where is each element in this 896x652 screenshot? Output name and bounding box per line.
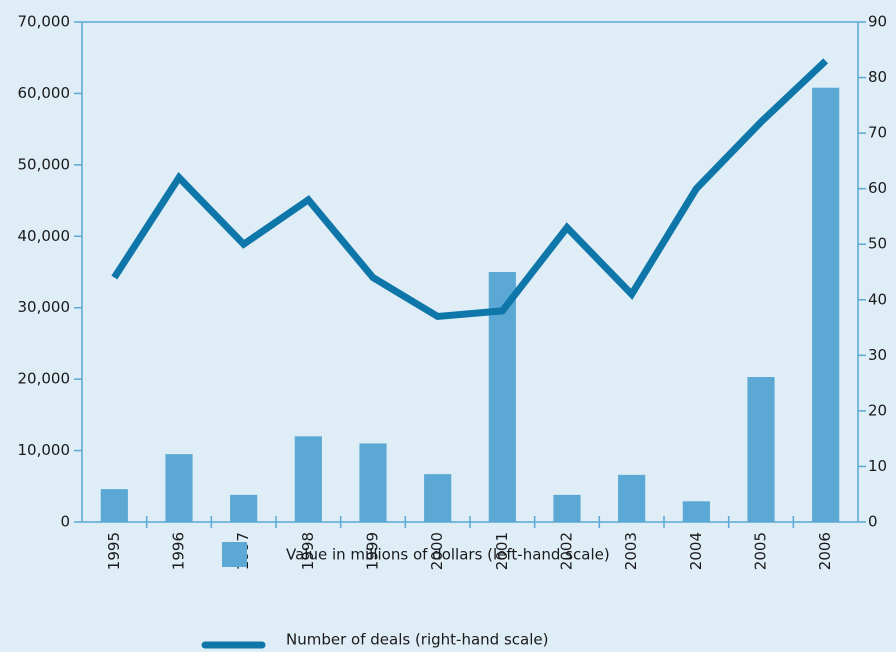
y-tick-label: 70,000	[18, 13, 71, 31]
x-tick-label: 1995	[105, 532, 123, 570]
bar	[812, 87, 840, 522]
bar	[100, 489, 128, 522]
bar	[424, 474, 452, 522]
y-tick-label: 0	[60, 513, 70, 531]
bar	[359, 443, 387, 522]
x-tick-label: 2002	[558, 532, 576, 570]
x-tick-label: 1998	[299, 532, 317, 570]
y-tick-label: 60,000	[18, 84, 71, 102]
bar	[682, 501, 710, 522]
y-tick-label: 50,000	[18, 155, 71, 173]
x-tick-label: 2005	[752, 532, 770, 570]
y2-tick-label: 30	[868, 346, 887, 364]
y2-tick-label: 20	[868, 401, 887, 419]
y2-tick-label: 0	[868, 513, 878, 531]
legend-label: Number of deals (right-hand scale)	[286, 631, 548, 649]
y2-tick-label: 70	[868, 124, 887, 142]
line	[111, 58, 829, 321]
x-tick-label: 1999	[364, 532, 382, 570]
bar	[747, 377, 775, 522]
y2-tick-label: 80	[868, 68, 887, 86]
legend-swatch	[222, 542, 247, 567]
y-tick-label: 40,000	[18, 227, 71, 245]
x-tick-label: 2000	[428, 532, 446, 570]
y2-tick-label: 40	[868, 290, 887, 308]
y2-tick-label: 90	[868, 13, 887, 31]
legend-label: Value in millions of dollars (left-hand …	[286, 546, 610, 564]
x-tick-label: 2003	[622, 532, 640, 570]
x-tick-label: 1996	[170, 532, 188, 570]
bar	[165, 454, 193, 522]
bar	[230, 494, 258, 522]
x-tick-label: 2006	[816, 532, 834, 570]
y-tick-label: 30,000	[18, 298, 71, 316]
bar	[618, 474, 646, 522]
bar	[553, 494, 581, 522]
y-tick-label: 20,000	[18, 370, 71, 388]
y2-tick-label: 50	[868, 235, 887, 253]
y2-tick-label: 60	[868, 179, 887, 197]
y-tick-label: 10,000	[18, 441, 71, 459]
y2-tick-label: 10	[868, 457, 887, 475]
x-tick-label: 2004	[687, 532, 705, 570]
x-tick-label: 2001	[493, 532, 511, 570]
bar	[294, 436, 322, 522]
